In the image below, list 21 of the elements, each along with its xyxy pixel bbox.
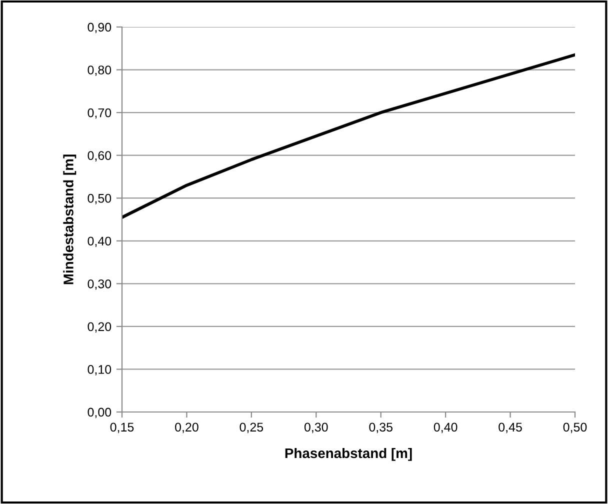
x-tick-label: 0,40 bbox=[434, 422, 458, 434]
y-tick-label: 0,40 bbox=[88, 236, 112, 248]
x-axis-title: Phasenabstand [m] bbox=[285, 448, 412, 461]
x-tick-label: 0,15 bbox=[110, 422, 134, 434]
y-tick-label: 0,50 bbox=[88, 194, 112, 204]
x-tick-label: 0,35 bbox=[369, 422, 392, 434]
x-tick-label: 0,30 bbox=[304, 422, 328, 434]
y-tick-label: 0,30 bbox=[88, 279, 112, 290]
y-axis-title: Mindestabstand [m] bbox=[63, 154, 76, 284]
x-tick-label: 0,50 bbox=[563, 422, 587, 434]
x-tick-label: 0,45 bbox=[498, 422, 522, 434]
y-tick-label: 0,10 bbox=[88, 365, 112, 376]
y-tick-label: 0,70 bbox=[88, 108, 112, 119]
line-series bbox=[122, 53, 575, 219]
x-tick-label: 0,25 bbox=[240, 422, 264, 434]
y-tick-label: 0,90 bbox=[88, 22, 112, 34]
x-tick-label: 0,20 bbox=[175, 422, 198, 434]
y-tick-label: 0,00 bbox=[88, 408, 112, 418]
y-tick-label: 0,80 bbox=[88, 66, 112, 76]
y-tick-label: 0,60 bbox=[88, 151, 112, 162]
y-tick-label: 0,20 bbox=[88, 322, 112, 333]
